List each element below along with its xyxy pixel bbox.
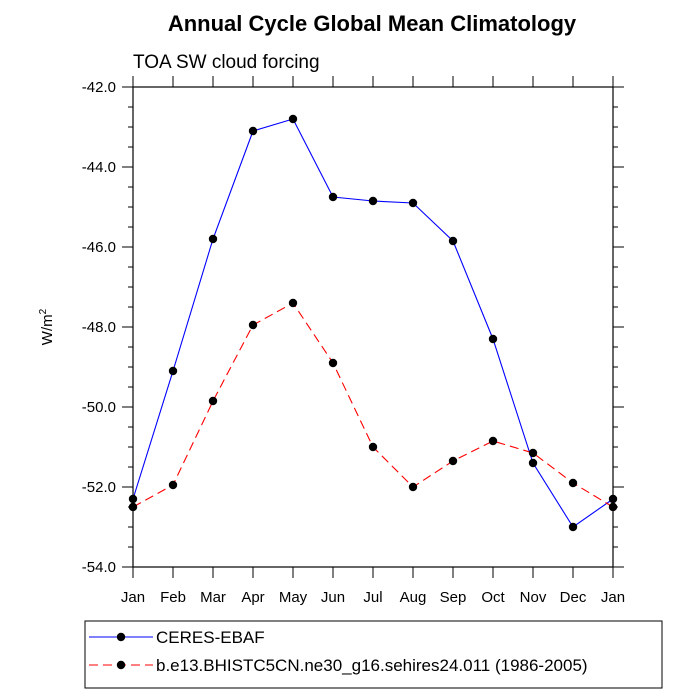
x-tick-label: Dec [560, 589, 587, 606]
x-tick-label: May [279, 589, 308, 606]
data-point [448, 456, 458, 466]
data-point [208, 396, 218, 406]
data-point [328, 358, 338, 368]
y-tick-label: -48.0 [82, 319, 116, 336]
x-tick-label: Feb [160, 589, 186, 606]
y-tick-label: -44.0 [82, 159, 116, 176]
data-point [248, 320, 258, 330]
y-axis-label-superscript: 2 [38, 308, 49, 314]
legend-marker [116, 660, 126, 670]
x-tick-label: Jan [121, 589, 145, 606]
plot-frame [132, 86, 614, 568]
legend [84, 620, 663, 689]
y-tick-labels: -54.0 -52.0 -50.0 -48.0 -46.0 -44.0 -42.0 [82, 79, 116, 576]
chart-subtitle: TOA SW cloud forcing [133, 52, 320, 73]
y-axis-label: W/m2 [38, 308, 56, 345]
x-tick-label: Oct [481, 589, 505, 606]
data-point [448, 236, 458, 246]
x-tick-label: Jun [321, 589, 345, 606]
legend-marker [116, 632, 126, 642]
y-tick-label: -46.0 [82, 239, 116, 256]
svg-text:W/m2: W/m2 [38, 308, 56, 345]
legend-label: b.e13.BHISTC5CN.ne30_g16.sehires24.011 (… [156, 656, 588, 675]
x-tick-label: Sep [440, 589, 467, 606]
series-1 [128, 114, 618, 532]
data-point [368, 196, 378, 206]
legend-entry-1: CERES-EBAF [89, 628, 265, 647]
data-point [248, 126, 258, 136]
x-tick-label: Jan [601, 589, 625, 606]
legend-entries: CERES-EBAF b.e13.BHISTC5CN.ne30_g16.sehir… [89, 628, 588, 675]
y-axis-label-text: W/m [39, 314, 56, 345]
data-point [168, 366, 178, 376]
legend-entry-2: b.e13.BHISTC5CN.ne30_g16.sehires24.011 (… [89, 656, 588, 675]
data-point [128, 502, 138, 512]
y-tick-label: -52.0 [82, 479, 116, 496]
y-tick-label: -50.0 [82, 399, 116, 416]
data-point [608, 502, 618, 512]
series-2 [128, 298, 618, 512]
legend-label: CERES-EBAF [156, 628, 265, 647]
x-tick-label: Jul [363, 589, 382, 606]
data-point [568, 522, 578, 532]
x-tick-label: Apr [241, 589, 264, 606]
data-point [568, 478, 578, 488]
data-point [528, 458, 538, 468]
y-tick-label: -54.0 [82, 559, 116, 576]
data-point [368, 442, 378, 452]
x-tick-labels: Jan Feb Mar Apr May Jun Jul Aug Sep Oct Nov Dec Jan [121, 589, 625, 606]
data-point [128, 494, 138, 504]
x-tick-label: Nov [520, 589, 547, 606]
x-tick-label: Mar [200, 589, 226, 606]
data-point [288, 298, 298, 308]
y-tick-label: -42.0 [82, 79, 116, 96]
data-point [488, 334, 498, 344]
data-point [528, 448, 538, 458]
data-point [208, 234, 218, 244]
data-point [408, 198, 418, 208]
series-line [132, 118, 614, 528]
data-point [608, 494, 618, 504]
series-layer [128, 114, 618, 532]
data-point [328, 192, 338, 202]
data-point [408, 482, 418, 492]
data-point [488, 436, 498, 446]
x-tick-label: Aug [400, 589, 427, 606]
data-point [288, 114, 298, 124]
chart-title: Annual Cycle Global Mean Climatology [168, 11, 577, 36]
data-point [168, 480, 178, 490]
axis-ticks [122, 76, 624, 578]
